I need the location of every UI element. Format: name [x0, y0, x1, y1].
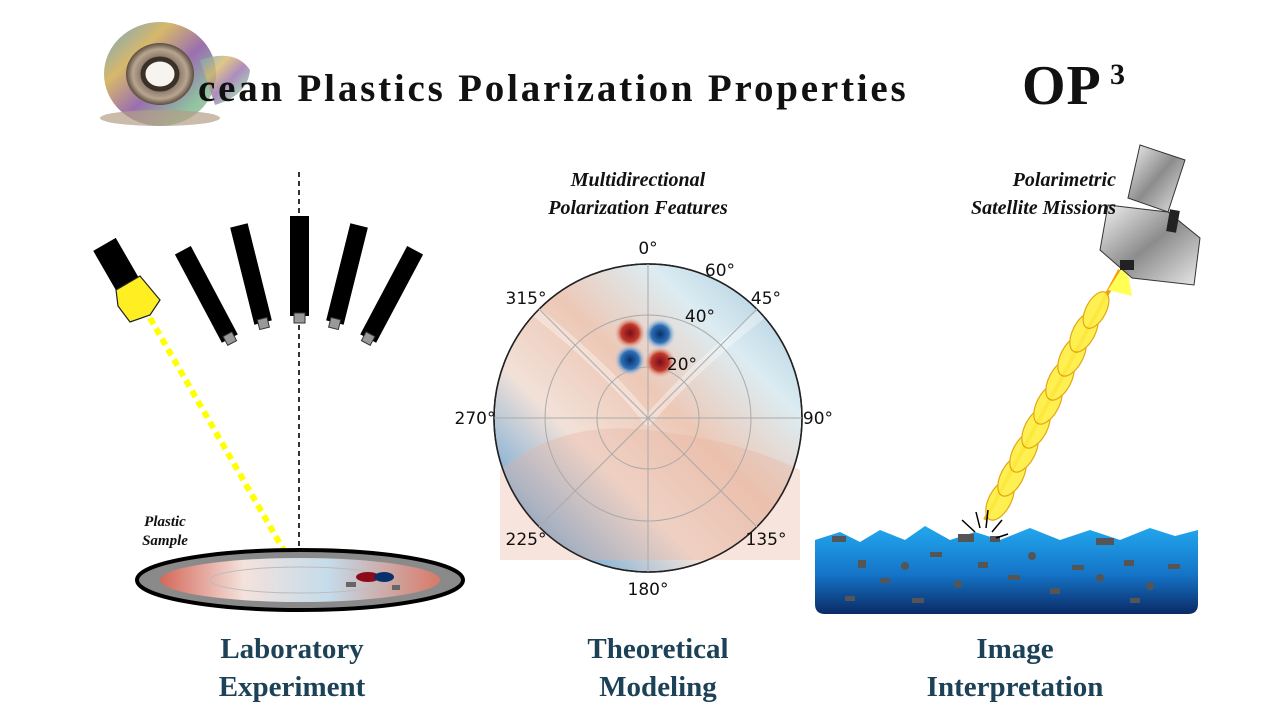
caption-image: Image Interpretation — [890, 630, 1140, 706]
modeling-note-line1: Multidirectional — [570, 169, 706, 191]
scatter-arrows — [961, 509, 1009, 539]
detector-icon — [290, 216, 309, 324]
caption-image-line1: Image — [976, 633, 1054, 665]
caption-lab-line2: Experiment — [218, 671, 366, 703]
modeling-note-line2: Polarization Features — [548, 197, 728, 219]
satellite-note-line2: Satellite Missions — [970, 197, 1116, 219]
sample-disk — [135, 548, 465, 612]
title-text: cean Plastics Polarization Properties — [198, 67, 909, 110]
caption-theory-line2: Modeling — [599, 671, 717, 703]
tape-roll-logo — [100, 22, 250, 126]
satellite-icon — [1099, 144, 1201, 286]
satellite-note: Polarimetric Satellite Missions — [906, 166, 1116, 222]
plastic-sample-note: Plastic Sample — [120, 513, 210, 551]
caption-lab: Laboratory Experiment — [176, 630, 408, 706]
light-source-icon — [93, 237, 161, 323]
caption-image-line2: Interpretation — [926, 671, 1104, 703]
detector-icon — [360, 246, 424, 347]
caption-lab-line1: Laboratory — [220, 633, 364, 665]
caption-theory-line1: Theoretical — [587, 633, 729, 665]
satellite-note-line1: Polarimetric — [1012, 169, 1116, 191]
ocean-surface — [815, 526, 1198, 614]
detector-icon — [230, 223, 272, 331]
polarization-spirals — [985, 291, 1110, 521]
satellite-scene — [815, 144, 1201, 614]
detector-icon — [326, 223, 368, 331]
plastic-debris — [832, 534, 1180, 603]
title-acronym: OP — [1022, 55, 1102, 117]
modeling-note: Multidirectional Polarization Features — [505, 166, 771, 222]
light-beam — [147, 316, 301, 577]
plastic-sample-line2: Sample — [142, 533, 188, 549]
detector-array — [174, 216, 424, 347]
title-superscript: 3 — [1110, 58, 1125, 91]
lab-setup — [93, 172, 465, 612]
caption-theory: Theoretical Modeling — [542, 630, 774, 706]
polar-plot — [493, 263, 803, 573]
plastic-sample-line1: Plastic — [144, 514, 186, 530]
detector-icon — [174, 246, 238, 347]
